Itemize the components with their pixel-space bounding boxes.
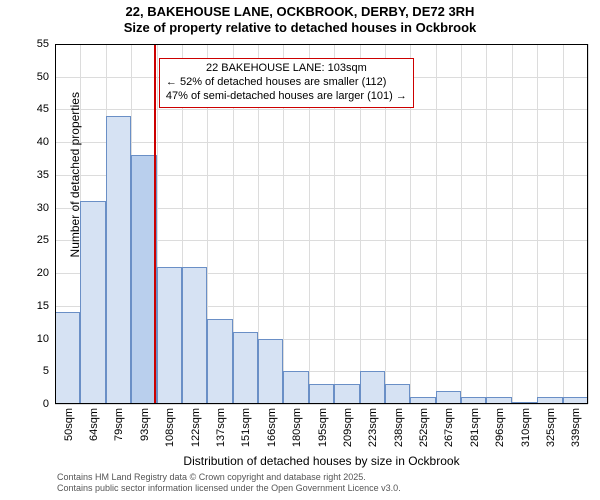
histogram-bar (106, 116, 131, 404)
histogram-bar (360, 371, 385, 404)
marker-line (154, 44, 156, 404)
histogram-bar (537, 397, 562, 404)
xtick-label: 79sqm (111, 408, 125, 441)
attribution-text: Contains HM Land Registry data © Crown c… (57, 472, 401, 494)
histogram-bar (385, 384, 410, 404)
xtick-label: 310sqm (518, 408, 532, 447)
gridline-h (55, 404, 588, 405)
xtick-label: 281sqm (467, 408, 481, 447)
chart-title-address: 22, BAKEHOUSE LANE, OCKBROOK, DERBY, DE7… (0, 4, 600, 20)
histogram-bar (334, 384, 359, 404)
ytick-label: 10 (37, 333, 55, 345)
gridline-v (486, 44, 487, 404)
annotation-line: ← 52% of detached houses are smaller (11… (166, 76, 407, 90)
gridline-v (461, 44, 462, 404)
histogram-bar (157, 267, 182, 404)
xtick-label: 325sqm (543, 408, 557, 447)
plot-area: 051015202530354045505550sqm64sqm79sqm93s… (55, 44, 588, 404)
gridline-v (512, 44, 513, 404)
ytick-label: 50 (37, 71, 55, 83)
gridline-v (588, 44, 589, 404)
xtick-label: 223sqm (365, 408, 379, 447)
ytick-label: 5 (43, 365, 55, 377)
histogram-bar (207, 319, 232, 404)
histogram-bar (80, 201, 105, 404)
ytick-label: 20 (37, 267, 55, 279)
histogram-bar (182, 267, 207, 404)
chart-title-desc: Size of property relative to detached ho… (0, 20, 600, 36)
xtick-label: 64sqm (86, 408, 100, 441)
xtick-label: 252sqm (416, 408, 430, 447)
ytick-label: 45 (37, 103, 55, 115)
xtick-label: 209sqm (340, 408, 354, 447)
histogram-bar (131, 155, 156, 404)
annotation-line: 47% of semi-detached houses are larger (… (166, 90, 407, 104)
histogram-bar (410, 397, 435, 404)
histogram-bar (486, 397, 511, 404)
xtick-label: 195sqm (315, 408, 329, 447)
ytick-label: 30 (37, 202, 55, 214)
attribution-line2: Contains public sector information licen… (57, 483, 401, 494)
ytick-label: 0 (43, 398, 55, 410)
xtick-label: 238sqm (391, 408, 405, 447)
gridline-h (55, 44, 588, 45)
xtick-label: 137sqm (213, 408, 227, 447)
histogram-bar (55, 312, 80, 404)
histogram-bar (436, 391, 461, 404)
xtick-label: 267sqm (441, 408, 455, 447)
gridline-v (563, 44, 564, 404)
xtick-label: 339sqm (568, 408, 582, 447)
y-axis-label: Number of detached properties (68, 92, 82, 257)
ytick-label: 40 (37, 136, 55, 148)
histogram-bar (309, 384, 334, 404)
xtick-label: 296sqm (492, 408, 506, 447)
gridline-v (436, 44, 437, 404)
ytick-label: 25 (37, 234, 55, 246)
xtick-label: 166sqm (264, 408, 278, 447)
xtick-label: 108sqm (162, 408, 176, 447)
histogram-bar (258, 339, 283, 404)
xtick-label: 180sqm (289, 408, 303, 447)
annotation-line: 22 BAKEHOUSE LANE: 103sqm (166, 62, 407, 76)
attribution-line1: Contains HM Land Registry data © Crown c… (57, 472, 401, 483)
histogram-bar (283, 371, 308, 404)
xtick-label: 122sqm (188, 408, 202, 447)
annotation-box: 22 BAKEHOUSE LANE: 103sqm← 52% of detach… (159, 58, 414, 107)
ytick-label: 35 (37, 169, 55, 181)
histogram-bar (512, 402, 537, 404)
gridline-v (537, 44, 538, 404)
histogram-bar (563, 397, 588, 404)
xtick-label: 50sqm (61, 408, 75, 441)
ytick-label: 15 (37, 300, 55, 312)
histogram-bar (461, 397, 486, 404)
gridline-h (55, 142, 588, 143)
histogram-bar (233, 332, 258, 404)
xtick-label: 93sqm (137, 408, 151, 441)
ytick-label: 55 (37, 38, 55, 50)
x-axis-label: Distribution of detached houses by size … (183, 454, 459, 468)
gridline-h (55, 109, 588, 110)
xtick-label: 151sqm (238, 408, 252, 447)
